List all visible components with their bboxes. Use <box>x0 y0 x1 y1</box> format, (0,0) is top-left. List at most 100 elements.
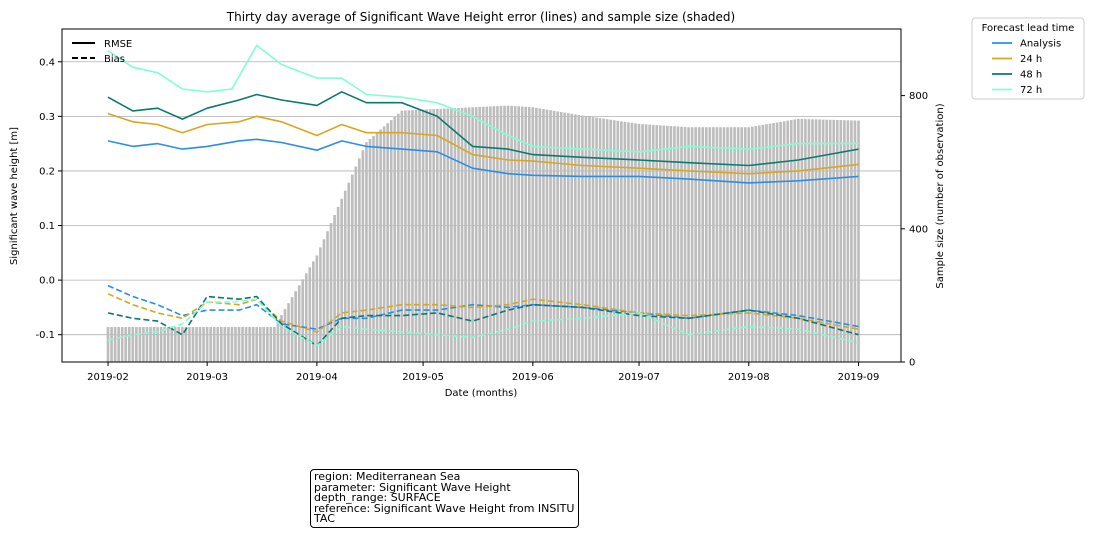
sample-size-bar <box>768 123 772 362</box>
sample-size-bar <box>510 105 513 363</box>
sample-size-bar <box>290 297 294 362</box>
sample-size-bar <box>552 110 556 362</box>
sample-size-bar <box>538 108 542 363</box>
sample-size-bar <box>198 327 202 362</box>
sample-size-bar <box>761 124 765 362</box>
sample-size-bar <box>124 327 128 362</box>
y-tick-label: 0.2 <box>39 166 55 177</box>
sample-size-bar <box>775 122 779 362</box>
sample-size-bar <box>648 124 651 363</box>
sample-size-bar <box>131 327 135 362</box>
sample-size-bar <box>142 327 145 362</box>
sample-size-bar <box>209 327 213 362</box>
x-tick-label: 2019-05 <box>402 372 444 383</box>
sample-size-bar <box>265 327 269 362</box>
x-tick-label: 2019-02 <box>87 372 129 383</box>
sample-size-bar <box>418 109 421 362</box>
sample-size-bar <box>170 327 174 362</box>
sample-size-bar <box>683 126 687 362</box>
sample-size-bar <box>138 327 142 362</box>
sample-size-bar <box>584 116 588 362</box>
sample-size-bar <box>304 273 308 362</box>
sample-size-bar <box>722 127 726 362</box>
sample-size-bar <box>347 182 351 362</box>
sample-size-bar <box>821 119 825 363</box>
sample-size-bar <box>106 327 110 362</box>
sample-size-bar <box>492 106 496 362</box>
sample-size-bar <box>758 125 761 362</box>
sample-size-bar <box>489 106 492 362</box>
sample-size-bar <box>733 127 736 362</box>
sample-size-bar <box>258 327 262 362</box>
sample-size-bar <box>159 327 163 362</box>
sample-size-bar <box>372 135 375 362</box>
sample-size-bar <box>460 107 464 362</box>
sample-size-bar <box>127 327 131 362</box>
sample-size-bar <box>205 327 209 362</box>
legend-label: 72 h <box>1020 85 1042 96</box>
sample-size-bar <box>804 119 807 362</box>
sample-size-bar <box>241 327 244 362</box>
sample-size-bar <box>301 279 305 362</box>
sample-size-bar <box>496 106 499 362</box>
sample-size-bar <box>312 261 315 362</box>
sample-size-bar <box>446 108 450 362</box>
sample-size-bar <box>255 327 259 362</box>
sample-size-bar <box>563 112 567 363</box>
x-tick-label: 2019-03 <box>186 372 228 383</box>
sample-size-bar <box>435 108 439 362</box>
sample-size-bar <box>517 106 520 362</box>
sample-size-bar <box>673 126 676 362</box>
sample-size-bar <box>701 127 705 362</box>
style-legend-bias: Bias <box>104 54 125 65</box>
sample-size-bar <box>297 285 301 362</box>
sample-size-bar <box>598 118 602 362</box>
sample-size-bar <box>846 120 850 362</box>
sample-size-bar <box>212 327 216 362</box>
sample-size-bar <box>202 327 205 362</box>
sample-size-bar <box>428 109 432 363</box>
sample-size-bar <box>280 315 283 362</box>
sample-size-bar <box>457 107 460 363</box>
sample-size-bar <box>425 109 428 363</box>
legend-label: 48 h <box>1020 70 1042 81</box>
sample-size-bar <box>333 215 336 362</box>
sample-size-bar <box>234 327 237 362</box>
sample-size-bar <box>368 139 372 362</box>
sample-size-bar <box>549 110 552 362</box>
y2-tick-label: 400 <box>909 224 928 235</box>
sample-size-bar <box>620 121 623 362</box>
info-line: reference: Significant Wave Height from … <box>314 501 575 515</box>
sample-size-bar <box>149 327 152 362</box>
sample-size-bar <box>389 120 393 362</box>
series-legend: Forecast lead time Analysis 24 h 48 h 72 h <box>971 17 1085 100</box>
y-tick-label: 0.1 <box>39 221 55 232</box>
plot-frame <box>61 28 902 363</box>
sample-size-bar <box>120 327 124 362</box>
sample-size-bar <box>750 126 754 363</box>
sample-size-bar <box>786 120 790 362</box>
x-tick-label: 2019-04 <box>296 372 338 383</box>
info-line: depth_range: SURFACE <box>314 491 441 504</box>
sample-size-bar <box>634 123 637 362</box>
style-legend: RMSE Bias <box>72 39 132 65</box>
sample-size-bar <box>726 127 729 362</box>
sample-size-bar <box>375 132 379 362</box>
sample-size-bar <box>184 327 188 362</box>
sample-size-bar <box>156 327 159 362</box>
y-axis-right: 0 400 800 <box>901 91 928 369</box>
sample-size-bar <box>605 119 609 362</box>
sample-size-bar <box>623 121 627 362</box>
sample-size-bar <box>421 109 425 362</box>
legend-label: 24 h <box>1020 54 1042 65</box>
sample-size-bar <box>740 127 744 362</box>
rmse-line-analysis <box>107 138 859 184</box>
sample-size-bar <box>450 108 453 362</box>
sample-size-bar <box>358 158 361 362</box>
sample-size-bar <box>712 127 715 362</box>
sample-size-bar <box>340 198 343 362</box>
sample-size-bar <box>789 120 793 362</box>
style-legend-rmse: RMSE <box>104 39 132 50</box>
sample-size-bar <box>556 111 559 362</box>
